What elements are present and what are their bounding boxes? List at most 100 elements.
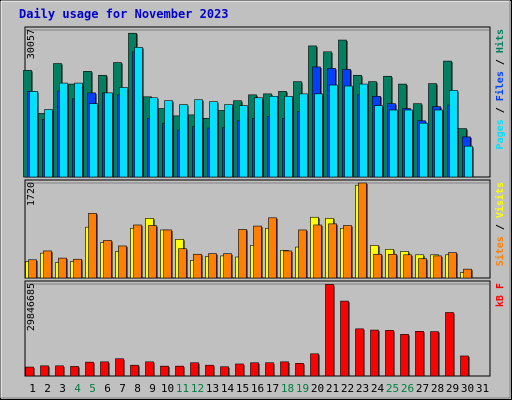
panel-box bbox=[24, 280, 491, 377]
bar-2 bbox=[44, 109, 53, 178]
series-kb-f bbox=[25, 284, 470, 377]
bar-8 bbox=[130, 364, 139, 377]
bar-23 bbox=[355, 328, 364, 377]
x-tick-label: 17 bbox=[266, 382, 279, 395]
bar-9 bbox=[145, 361, 154, 377]
bar-12 bbox=[194, 99, 203, 178]
legend-entry: Visits bbox=[494, 182, 506, 218]
bar-18 bbox=[283, 250, 292, 279]
bar-20 bbox=[313, 224, 322, 279]
bar-30 bbox=[463, 268, 472, 279]
bar-9 bbox=[148, 225, 157, 279]
x-tick-label: 3 bbox=[59, 382, 66, 395]
bar-23 bbox=[359, 83, 368, 178]
bar-3 bbox=[58, 257, 67, 279]
bar-28 bbox=[430, 331, 439, 377]
bar-16 bbox=[253, 225, 262, 279]
bar-2 bbox=[43, 250, 52, 279]
legend-entry: kB F bbox=[495, 283, 506, 307]
x-tick-label: 14 bbox=[221, 382, 235, 395]
x-tick-label: 26 bbox=[401, 382, 414, 395]
bar-26 bbox=[400, 334, 409, 377]
bar-27 bbox=[418, 258, 427, 279]
bar-24 bbox=[374, 105, 383, 178]
bar-8 bbox=[133, 224, 142, 279]
bar-27 bbox=[419, 122, 428, 178]
bar-10 bbox=[160, 365, 169, 377]
x-tick-label: 6 bbox=[104, 382, 111, 395]
bar-21 bbox=[325, 284, 334, 377]
bar-19 bbox=[295, 363, 304, 377]
bar-12 bbox=[193, 253, 202, 279]
bar-17 bbox=[265, 362, 274, 377]
x-tick-label: 23 bbox=[356, 382, 369, 395]
bar-3 bbox=[59, 82, 68, 178]
x-tick-label: 13 bbox=[206, 382, 219, 395]
bar-22 bbox=[340, 300, 349, 377]
bar-13 bbox=[209, 101, 218, 178]
x-tick-label: 21 bbox=[326, 382, 339, 395]
bar-17 bbox=[268, 217, 277, 279]
bar-6 bbox=[103, 240, 112, 279]
bar-2 bbox=[40, 365, 49, 377]
bar-10 bbox=[164, 100, 173, 178]
x-tick-label: 12 bbox=[191, 382, 204, 395]
bar-15 bbox=[238, 229, 247, 279]
bar-11 bbox=[179, 104, 188, 178]
x-tick-label: 15 bbox=[236, 382, 249, 395]
bar-23 bbox=[358, 182, 367, 279]
bar-19 bbox=[299, 93, 308, 178]
bar-29 bbox=[449, 90, 458, 178]
bar-24 bbox=[373, 253, 382, 279]
bar-11 bbox=[175, 365, 184, 377]
bar-13 bbox=[205, 364, 214, 377]
bar-6 bbox=[104, 92, 113, 178]
legend: Pages / Files / Hits bbox=[494, 29, 506, 149]
bar-12 bbox=[190, 362, 199, 377]
bar-26 bbox=[403, 254, 412, 279]
legend: kB F bbox=[495, 283, 506, 307]
bar-6 bbox=[100, 361, 109, 377]
bar-28 bbox=[433, 255, 442, 279]
x-tick-label: 10 bbox=[161, 382, 174, 395]
legend-entry: Files bbox=[494, 71, 506, 101]
bar-7 bbox=[119, 87, 128, 178]
bar-30 bbox=[464, 145, 473, 178]
bar-29 bbox=[448, 252, 457, 279]
series-pages bbox=[29, 47, 474, 178]
bar-28 bbox=[434, 109, 443, 178]
bar-20 bbox=[310, 353, 319, 377]
bar-7 bbox=[118, 245, 127, 279]
x-tick-label: 27 bbox=[416, 382, 429, 395]
x-tick-label: 31 bbox=[476, 382, 489, 395]
bar-7 bbox=[115, 358, 124, 377]
bar-16 bbox=[250, 362, 259, 377]
bar-15 bbox=[239, 105, 248, 178]
bar-25 bbox=[388, 253, 397, 279]
bar-3 bbox=[55, 365, 64, 377]
bar-25 bbox=[389, 109, 398, 178]
legend-entry: / bbox=[495, 101, 506, 119]
bar-29 bbox=[445, 312, 454, 377]
bar-4 bbox=[74, 82, 83, 178]
bar-5 bbox=[88, 213, 97, 279]
bar-27 bbox=[415, 331, 424, 377]
legend-entry: Pages bbox=[495, 119, 506, 149]
x-tick-label: 16 bbox=[251, 382, 264, 395]
x-tick-label: 9 bbox=[149, 382, 156, 395]
x-tick-label: 1 bbox=[29, 382, 36, 395]
bar-25 bbox=[385, 330, 394, 377]
x-tick-label: 30 bbox=[461, 382, 474, 395]
x-tick-label: 29 bbox=[446, 382, 459, 395]
legend-entry: / bbox=[495, 218, 506, 236]
x-tick-label: 5 bbox=[89, 382, 96, 395]
x-tick-label: 19 bbox=[296, 382, 309, 395]
bar-20 bbox=[314, 93, 323, 178]
legend: Sites / Visits bbox=[494, 182, 506, 266]
legend-entry: Hits bbox=[494, 29, 506, 53]
x-tick-label: 2 bbox=[44, 382, 51, 395]
bar-14 bbox=[223, 253, 232, 279]
x-tick-label: 25 bbox=[386, 382, 399, 395]
